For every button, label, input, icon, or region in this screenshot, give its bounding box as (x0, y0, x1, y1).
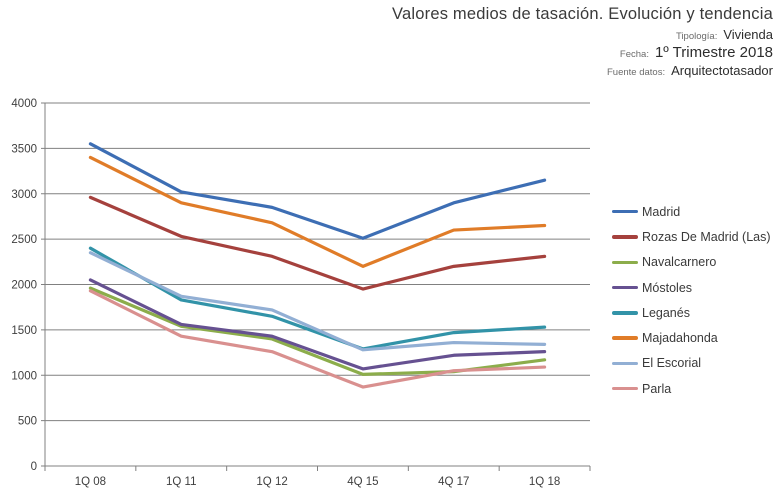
legend-swatch-icon (612, 260, 638, 264)
legend-item-parla: Parla (612, 376, 771, 401)
legend-label: Navalcarnero (642, 255, 717, 270)
x-axis-label: 1Q 11 (166, 476, 196, 488)
meta-label-fecha: Fecha: (619, 49, 649, 60)
chart-title: Valores medios de tasación. Evolución y … (392, 5, 773, 23)
chart-legend: Madrid Rozas De Madrid (Las) Navalcarnero M… (612, 199, 771, 401)
legend-item-legan-s: Leganés (612, 300, 771, 325)
y-axis-label: 500 (18, 416, 37, 428)
legend-label: Móstoles (642, 280, 693, 295)
legend-swatch-icon (612, 311, 638, 315)
legend-label: El Escorial (642, 356, 702, 371)
y-axis-label: 3000 (11, 189, 37, 201)
series-line-legan-s (88, 246, 547, 351)
meta-label-tipologia: Tipología: (675, 31, 718, 42)
legend-label: Majadahonda (642, 331, 718, 346)
y-axis-label: 2500 (11, 234, 37, 246)
legend-item-el-escorial: El Escorial (612, 351, 771, 376)
y-axis-label: 4000 (11, 98, 37, 110)
x-axis-label: 4Q 15 (347, 476, 378, 488)
series-line-m-stoles (88, 278, 547, 371)
report-header: Valores medios de tasación. Evolución y … (392, 5, 773, 81)
legend-item-madrid: Madrid (612, 199, 771, 224)
meta-value-tipologia: Vivienda (723, 27, 773, 42)
legend-item-rozas-de-madrid-las: Rozas De Madrid (Las) (612, 224, 771, 249)
y-axis-label: 0 (31, 461, 37, 473)
legend-swatch-icon (612, 209, 638, 214)
y-axis-label: 2000 (11, 280, 37, 292)
x-axis-label: 1Q 18 (529, 476, 560, 488)
legend-item-majadahonda: Majadahonda (612, 325, 771, 350)
x-axis-label: 1Q 12 (256, 476, 287, 488)
legend-swatch-icon (612, 361, 638, 366)
x-axis-label: 4Q 17 (438, 476, 469, 488)
legend-label: Madrid (642, 204, 681, 219)
meta-row-tipologia: Tipología: Vivienda (392, 27, 773, 45)
legend-label: Parla (642, 381, 672, 396)
legend-label: Rozas De Madrid (Las) (642, 229, 771, 244)
legend-swatch-icon (612, 387, 638, 391)
y-axis-label: 3500 (11, 143, 37, 155)
series-line-rozas-de-madrid-las (88, 195, 547, 291)
legend-swatch-icon (612, 235, 638, 239)
meta-row-fecha: Fecha: 1º Trimestre 2018 (392, 45, 773, 63)
series-line-madrid (88, 142, 547, 240)
legend-swatch-icon (612, 336, 638, 340)
meta-value-fecha: 1º Trimestre 2018 (654, 44, 773, 61)
legend-swatch-icon (612, 285, 638, 290)
meta-row-fuente: Fuente datos: Arquitectotasador (392, 63, 773, 81)
legend-item-m-stoles: Móstoles (612, 275, 771, 300)
meta-value-fuente: Arquitectotasador (671, 63, 773, 78)
y-axis-label: 1500 (11, 325, 37, 337)
x-axis-label: 1Q 08 (75, 476, 106, 488)
series-line-el-escorial (88, 251, 547, 352)
meta-label-fuente: Fuente datos: (606, 67, 666, 78)
series-line-parla (88, 289, 547, 389)
legend-item-navalcarnero: Navalcarnero (612, 250, 771, 275)
y-axis-label: 1000 (11, 370, 37, 382)
series-line-majadahonda (88, 155, 547, 268)
legend-label: Leganés (642, 305, 690, 320)
